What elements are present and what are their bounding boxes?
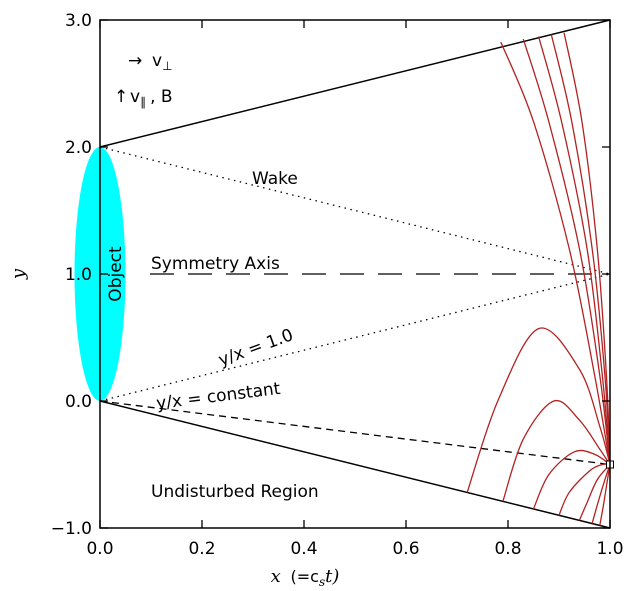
y-tick-label: −1.0 — [51, 519, 92, 539]
object-label: Object — [106, 246, 126, 302]
field-line-1 — [500, 41, 611, 465]
legend-vectors: → v⊥ ↑ v∥, B — [114, 51, 173, 109]
field-line-9 — [558, 463, 611, 516]
y-tick-label: 3.0 — [65, 11, 92, 31]
plot-frame — [99, 19, 611, 529]
wake-line-2 — [99, 273, 611, 402]
v-par-arrow: ↑ — [114, 87, 128, 107]
v-par-label: v∥, B — [130, 87, 173, 109]
boundary-line-2 — [99, 400, 611, 529]
y-tick-label: 1.0 — [65, 265, 92, 285]
x-axis-ticks: 0.0 0.2 0.4 0.6 0.8 1.0 — [86, 20, 624, 559]
field-line-4 — [550, 34, 611, 465]
field-line-12 — [599, 464, 611, 526]
x-tick-label: 1.0 — [596, 539, 623, 559]
v-perp-label: v⊥ — [152, 51, 173, 73]
field-line-7 — [502, 399, 611, 502]
x-tick-label: 0.6 — [392, 539, 419, 559]
ratio-one-label: y/x = 1.0 — [216, 325, 296, 370]
x-tick-label: 0.8 — [494, 539, 521, 559]
field-line-8 — [532, 449, 611, 510]
field-line-10 — [578, 464, 611, 521]
x-tick-label: 0.2 — [188, 539, 215, 559]
x-tick-label: 0.0 — [86, 539, 113, 559]
y-axis-title: y — [8, 268, 29, 280]
x-axis-title: x (=cst) — [271, 566, 340, 589]
v-perp-arrow: → — [128, 51, 142, 71]
symmetry-axis-label: Symmetry Axis — [151, 254, 280, 274]
wake-label: Wake — [252, 169, 298, 189]
ratio-constant-label: y/x = constant — [155, 379, 282, 414]
field-line-6 — [466, 327, 611, 493]
y-tick-label: 2.0 — [65, 138, 92, 158]
boundary-line-1 — [99, 19, 611, 148]
undisturbed-region-label: Undisturbed Region — [151, 482, 319, 502]
x-tick-label: 0.4 — [290, 539, 317, 559]
field-line-11 — [591, 464, 611, 524]
constant-ratio-line — [99, 400, 611, 466]
y-tick-label: 0.0 — [65, 392, 92, 412]
y-axis-ticks: −1.0 0.0 1.0 2.0 3.0 — [51, 11, 610, 539]
